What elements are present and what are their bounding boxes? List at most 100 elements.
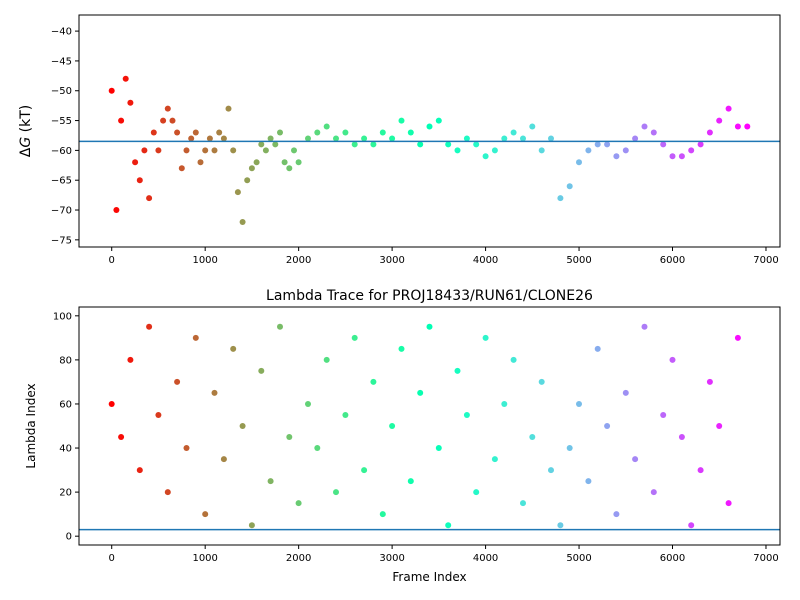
- lambda-point: [389, 423, 396, 429]
- lambda-point: [520, 500, 526, 507]
- lambda-point: [305, 401, 311, 407]
- lambda-point: [361, 467, 368, 474]
- lambda-x-tick-label: 4000: [473, 553, 498, 564]
- lambda-point: [660, 412, 667, 418]
- delta-g-point: [697, 141, 704, 148]
- lambda-point: [407, 478, 414, 485]
- lambda-point: [725, 500, 732, 507]
- delta-g-point: [230, 147, 237, 154]
- delta-g-point: [370, 141, 377, 148]
- lambda-point: [688, 522, 695, 529]
- lambda-point: [342, 412, 349, 418]
- delta-g-point: [234, 189, 241, 196]
- lambda-point: [426, 323, 433, 330]
- lambda-point: [734, 334, 741, 341]
- delta-g-point: [281, 159, 288, 166]
- delta-g-point: [262, 147, 269, 154]
- lambda-point: [557, 522, 564, 529]
- lambda-x-tick-label: 3000: [379, 553, 404, 564]
- delta-g-point: [197, 159, 204, 166]
- delta-g-point: [529, 123, 536, 130]
- delta-g-point: [734, 123, 741, 130]
- delta-g-point: [127, 99, 134, 106]
- delta-g-point: [501, 135, 508, 142]
- lambda-x-tick-label: 5000: [566, 553, 591, 564]
- delta-g-point: [136, 177, 143, 184]
- delta-g-point: [314, 129, 321, 136]
- lambda-x-tick-label: 7000: [753, 553, 778, 564]
- lambda-point: [632, 456, 639, 463]
- lambda-point: [566, 445, 573, 451]
- lambda-trace-panel: Lambda Trace for PROJ18433/RUN61/CLONE26…: [24, 288, 781, 584]
- delta-g-point: [225, 105, 232, 112]
- lambda-point: [333, 489, 339, 496]
- delta-g-point: [211, 147, 218, 154]
- lambda-point: [594, 345, 601, 352]
- delta-g-point: [716, 117, 723, 124]
- delta-g-point: [286, 165, 293, 172]
- delta-g-point: [323, 123, 330, 130]
- delta-g-point: [660, 141, 667, 148]
- lambda-point: [267, 478, 274, 485]
- lambda-point: [491, 456, 498, 463]
- lambda-point: [538, 378, 545, 385]
- delta-g-point: [379, 129, 386, 136]
- chart-title: Lambda Trace for PROJ18433/RUN61/CLONE26: [266, 288, 593, 304]
- delta-g-x-axis: 0 1000 2000 3000 4000 5000 6000 7000: [109, 247, 779, 266]
- lambda-point: [370, 378, 377, 385]
- delta-g-point: [398, 117, 405, 124]
- delta-g-point: [342, 129, 349, 136]
- delta-g-point: [426, 123, 433, 130]
- delta-g-point: [253, 159, 260, 166]
- delta-g-point: [678, 153, 685, 160]
- lambda-point: [463, 412, 470, 418]
- delta-g-point: [272, 141, 279, 148]
- lambda-point: [295, 500, 302, 507]
- delta-g-point: [594, 141, 601, 148]
- lambda-point: [716, 423, 723, 429]
- lambda-point: [286, 434, 293, 440]
- lambda-x-tick-label: 2000: [286, 553, 311, 564]
- delta-g-point: [650, 129, 657, 136]
- delta-g-y-tick-label: −40: [51, 27, 72, 38]
- delta-g-point: [122, 75, 129, 82]
- delta-g-point: [248, 165, 255, 172]
- delta-g-point: [632, 135, 639, 142]
- lambda-y-tick-label: 80: [59, 355, 72, 366]
- lambda-point: [445, 522, 452, 529]
- delta-g-point: [108, 87, 115, 94]
- lambda-y-tick-label: 20: [59, 488, 72, 499]
- lambda-point: [576, 401, 582, 407]
- lambda-point: [548, 467, 554, 474]
- delta-g-y-tick-label: −65: [51, 176, 72, 187]
- lambda-point: [164, 489, 171, 496]
- lambda-point: [622, 389, 629, 396]
- delta-g-point: [206, 135, 213, 142]
- delta-g-point: [389, 135, 396, 142]
- lambda-y-tick-label: 0: [66, 532, 72, 543]
- delta-g-point: [688, 147, 695, 154]
- lambda-trace-y-axis: 0 20 40 60 80 100: [53, 311, 79, 543]
- lambda-point: [277, 323, 283, 330]
- delta-g-point: [178, 165, 185, 172]
- delta-g-point: [725, 105, 732, 112]
- lambda-point: [529, 434, 536, 440]
- delta-g-point: [202, 147, 209, 154]
- delta-g-point: [188, 135, 195, 142]
- delta-g-point: [155, 147, 162, 154]
- delta-g-point: [445, 141, 452, 148]
- delta-g-point: [164, 105, 171, 112]
- delta-g-point: [463, 135, 470, 142]
- delta-g-point: [291, 147, 297, 154]
- delta-g-point: [641, 123, 648, 130]
- delta-g-point: [473, 141, 480, 148]
- lambda-y-tick-label: 100: [53, 311, 72, 322]
- lambda-point: [678, 434, 685, 440]
- delta-g-x-tick-label: 2000: [286, 255, 311, 266]
- lambda-point: [604, 423, 611, 429]
- lambda-point: [183, 445, 190, 451]
- lambda-point: [230, 345, 237, 352]
- delta-g-y-tick-label: −45: [51, 56, 72, 67]
